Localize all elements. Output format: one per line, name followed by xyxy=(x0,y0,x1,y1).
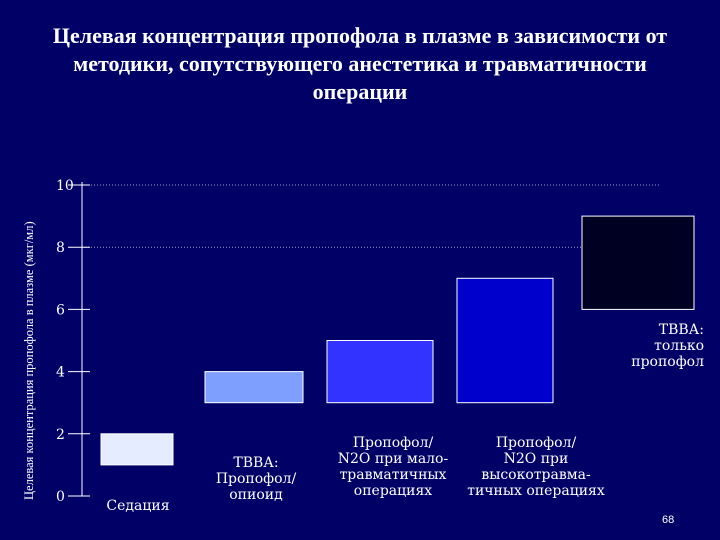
category-label-line: опиоид xyxy=(229,487,283,503)
category-label-line: тичных операциях xyxy=(467,483,605,499)
y-tick-label-4: 4 xyxy=(56,365,65,381)
category-label-1: Седация xyxy=(98,498,178,514)
bars xyxy=(100,215,695,466)
category-label-4: Пропофол/N2O при высокотравма-тичных опер… xyxy=(456,435,616,499)
bar-3 xyxy=(326,340,434,404)
category-label-line: высокотравма- xyxy=(481,467,591,483)
category-label-2: ТВВА: Пропофол/опиоид xyxy=(196,455,316,503)
category-label-line: Пропофол/ xyxy=(495,435,577,451)
y-axis: 0 2 4 6 8 10 xyxy=(56,178,90,505)
y-tick-label-8: 8 xyxy=(56,240,65,256)
y-tick-label-6: 6 xyxy=(56,302,65,318)
bar-4 xyxy=(456,277,554,404)
category-label-line: Пропофол/ xyxy=(215,471,297,487)
y-tick-label-0: 0 xyxy=(56,489,65,505)
category-label-line: операциях xyxy=(353,483,433,499)
bar-5 xyxy=(581,215,695,310)
bar-2 xyxy=(204,371,304,404)
category-label-line: ТВВА: xyxy=(233,455,279,471)
y-tick-label-10: 10 xyxy=(56,178,74,194)
chart-title: Целевая концентрация пропофола в плазме … xyxy=(52,23,668,104)
category-label-line: ТВВА: xyxy=(658,322,704,338)
category-label-line: N2O при мало- xyxy=(337,451,449,467)
category-label-3: Пропофол/N2O при мало-травматичных операц… xyxy=(318,435,468,499)
category-label-5: ТВВА: только пропофол xyxy=(584,322,704,370)
category-label-line: пропофол xyxy=(631,354,704,370)
category-label-line: только xyxy=(654,338,704,354)
category-label-line: Пропофол/ xyxy=(352,435,434,451)
page-number: 68 xyxy=(662,514,675,526)
bar-1 xyxy=(100,433,174,466)
category-label-line: травматичных xyxy=(339,467,447,483)
y-tick-label-2: 2 xyxy=(56,427,65,443)
category-label-line: N2O при xyxy=(503,451,569,467)
gridlines xyxy=(82,184,660,248)
category-label-line: Седация xyxy=(106,498,170,514)
